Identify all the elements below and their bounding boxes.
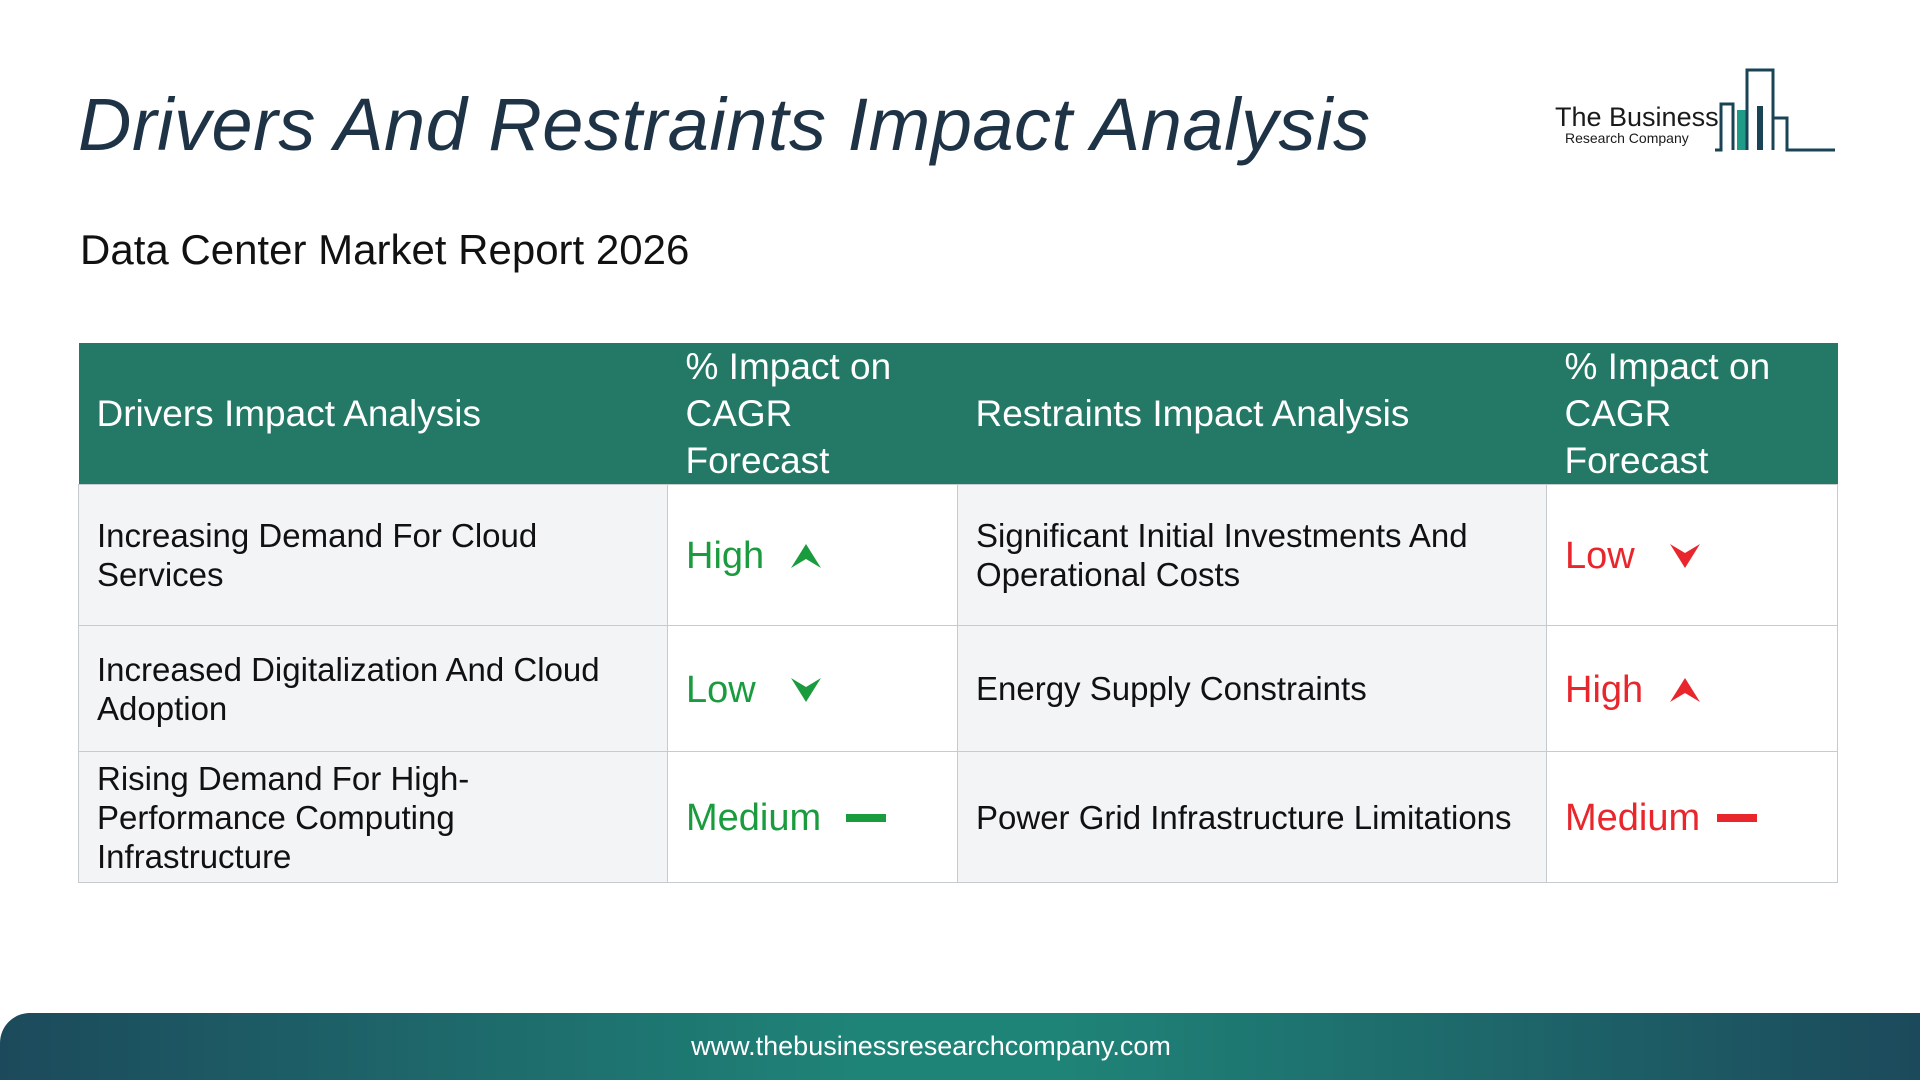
table-row: Increasing Demand For Cloud Services Hig… <box>78 484 1838 626</box>
footer-bar: www.thebusinessresearchcompany.com <box>0 1013 1920 1080</box>
dash-icon <box>1717 814 1758 823</box>
header-drivers-impact: % Impact on CAGR Forecast <box>667 343 958 485</box>
impact-level: Medium <box>686 796 822 839</box>
restraint-impact-cell: Medium <box>1546 751 1838 883</box>
arrow-up-icon <box>791 544 822 569</box>
driver-impact-cell: High <box>667 484 958 626</box>
driver-impact-cell: Medium <box>667 751 958 883</box>
restraint-cell: Power Grid Infrastructure Limitations <box>957 751 1547 883</box>
website-url: www.thebusinessresearchcompany.com <box>691 1031 1171 1061</box>
building-chart-icon <box>1715 68 1835 152</box>
report-subtitle: Data Center Market Report 2026 <box>80 226 690 273</box>
logo-tagline: Research Company <box>1565 130 1689 146</box>
impact-table: Drivers Impact Analysis % Impact on CAGR… <box>78 343 1838 883</box>
header-restraints: Restraints Impact Analysis <box>957 343 1547 485</box>
company-logo: The Business Research Company <box>1555 66 1835 156</box>
table-header-row: Drivers Impact Analysis % Impact on CAGR… <box>78 343 1838 485</box>
dash-icon <box>846 814 887 823</box>
restraint-cell: Significant Initial Investments And Oper… <box>957 484 1547 626</box>
restraint-impact-cell: Low <box>1546 484 1838 626</box>
driver-cell: Increased Digitalization And Cloud Adopt… <box>78 625 668 752</box>
driver-cell: Increasing Demand For Cloud Services <box>78 484 668 626</box>
arrow-up-icon <box>1670 677 1701 702</box>
impact-level: High <box>686 534 765 577</box>
arrow-down-icon <box>1669 544 1700 569</box>
arrow-down-icon <box>790 677 821 702</box>
impact-level: Low <box>686 668 756 711</box>
impact-level: Low <box>1565 534 1635 577</box>
header-restraints-impact: % Impact on CAGR Forecast <box>1546 343 1838 485</box>
driver-cell: Rising Demand For High-Performance Compu… <box>78 751 668 883</box>
restraint-cell: Energy Supply Constraints <box>957 625 1547 752</box>
page-title: Drivers And Restraints Impact Analysis <box>78 83 1371 166</box>
table-row: Increased Digitalization And Cloud Adopt… <box>78 625 1838 752</box>
logo-name: The Business <box>1555 102 1719 132</box>
impact-level: High <box>1565 668 1644 711</box>
restraint-impact-cell: High <box>1546 625 1838 752</box>
driver-impact-cell: Low <box>667 625 958 752</box>
table-row: Rising Demand For High-Performance Compu… <box>78 751 1838 883</box>
header-drivers: Drivers Impact Analysis <box>78 343 668 485</box>
impact-level: Medium <box>1565 796 1701 839</box>
